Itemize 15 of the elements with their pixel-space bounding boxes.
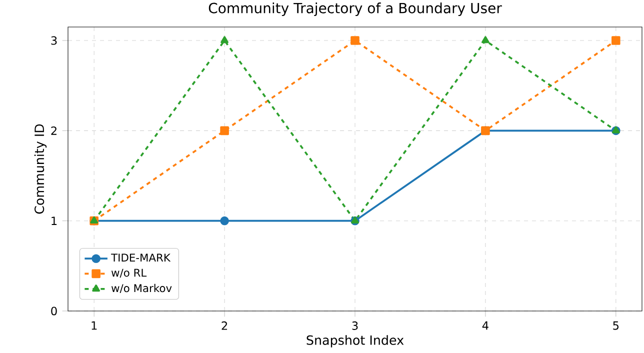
legend-label: w/o RL xyxy=(111,268,147,278)
x-tick-label: 1 xyxy=(92,321,97,330)
legend-label: w/o Markov xyxy=(111,284,172,294)
x-tick-label: 3 xyxy=(352,321,358,330)
y-axis-title: Community ID xyxy=(34,124,47,214)
y-tick-label: 2 xyxy=(51,126,56,135)
y-tick-label: 1 xyxy=(52,216,57,225)
x-tick-label: 4 xyxy=(482,321,488,330)
y-tick-label: 3 xyxy=(51,36,57,45)
chart-title: Community Trajectory of a Boundary User xyxy=(208,2,502,16)
x-tick-label: 2 xyxy=(222,321,228,330)
x-axis-title: Snapshot Index xyxy=(306,335,404,348)
legend-label: TIDE-MARK xyxy=(111,254,171,262)
y-tick-label: 0 xyxy=(51,306,57,316)
x-tick-label: 5 xyxy=(613,321,619,330)
